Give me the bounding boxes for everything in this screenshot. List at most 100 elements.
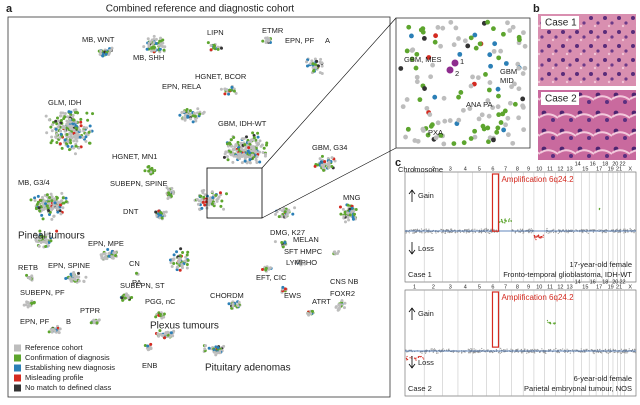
scatter-point [404, 97, 410, 102]
scatter-point [28, 277, 32, 281]
scatter-point [432, 94, 438, 100]
chromosome-label: 13 [567, 284, 573, 290]
scatter-point [172, 261, 176, 265]
scatter-point [79, 145, 83, 149]
cn-point [625, 231, 627, 234]
cn-point [449, 228, 452, 230]
scatter-point [186, 258, 190, 262]
scatter-point [316, 64, 320, 68]
scatter-point [230, 85, 234, 89]
cn-point [475, 351, 477, 353]
cn-point [479, 351, 481, 353]
scatter-point [184, 259, 188, 263]
cn-point [533, 351, 536, 353]
cn-point [451, 231, 453, 234]
scatter-point [222, 207, 226, 211]
scatter-point [65, 126, 69, 130]
scatter-point [76, 271, 80, 275]
scatter-point [281, 245, 285, 249]
cn-point [581, 231, 583, 233]
scatter-point [169, 331, 173, 335]
cn-point [410, 349, 412, 351]
cn-point [558, 231, 561, 233]
cn-point [553, 348, 555, 351]
scatter-point [458, 90, 464, 95]
scatter-point [495, 86, 501, 92]
panel-letter: a [6, 3, 13, 15]
cn-point [472, 232, 474, 234]
cn-point [511, 352, 513, 354]
cluster-label: Pituitary adenomas [205, 363, 291, 374]
scatter-point [456, 94, 461, 100]
scatter-point [188, 109, 192, 113]
scatter-point [256, 135, 260, 139]
cn-point [618, 351, 620, 353]
cn-point [480, 232, 483, 234]
gain-label: Gain [418, 191, 434, 200]
scatter-point [71, 113, 75, 117]
cn-point [537, 235, 539, 237]
scatter-point [486, 113, 492, 119]
cn-point [560, 349, 562, 351]
cn-point [566, 348, 568, 350]
cn-point [558, 351, 560, 354]
scatter-point [58, 142, 62, 146]
scatter-point [473, 45, 479, 51]
legend-label: Establishing new diagnosis [25, 363, 115, 372]
cn-point [506, 348, 508, 350]
scatter-point [496, 93, 501, 99]
scatter-point [404, 48, 410, 54]
scatter-point [225, 155, 229, 159]
scatter-point [107, 254, 111, 258]
cn-point [514, 351, 516, 353]
scatter-point [234, 154, 238, 158]
scatter-point [172, 329, 176, 333]
cn-point [531, 348, 533, 351]
scatter-point [44, 233, 48, 237]
cn-point [583, 229, 585, 231]
cluster-label: EPN, MPE [88, 239, 124, 248]
cn-point [489, 351, 491, 353]
cn-point [619, 229, 622, 231]
cn-point [580, 348, 582, 350]
scatter-point [28, 303, 32, 307]
scatter-point [61, 206, 65, 210]
scatter-point [210, 202, 214, 206]
inset-label: GBM, MES [404, 55, 442, 64]
scatter-point [34, 207, 38, 211]
scatter-point [341, 207, 345, 211]
scatter-point [164, 331, 168, 335]
cn-point [522, 229, 524, 231]
scatter-point [56, 116, 60, 120]
cn-point [493, 228, 495, 231]
scatter-point [451, 141, 457, 147]
scatter-point [417, 97, 423, 103]
cn-point [572, 231, 575, 234]
cn-point [519, 231, 521, 233]
scatter-point [522, 43, 528, 49]
chromosome-label: 17 [596, 284, 602, 290]
scatter-point [498, 120, 504, 125]
cn-point [535, 236, 537, 238]
scatter-point [247, 146, 251, 150]
scatter-point [159, 36, 163, 40]
chromosome-label: 10 [536, 284, 542, 290]
scatter-point [76, 136, 80, 140]
scatter-point [249, 140, 253, 144]
cn-point [541, 235, 543, 238]
scatter-point [334, 305, 338, 309]
scatter-point [483, 72, 488, 77]
scatter-point [457, 51, 463, 57]
scatter-point [327, 166, 331, 170]
legend-label: No match to defined class [25, 383, 112, 392]
scatter-point [242, 148, 246, 152]
chromosome-label: 3 [449, 284, 452, 290]
scatter-point [44, 114, 48, 118]
scatter-point [45, 131, 49, 135]
cn-point [609, 351, 611, 353]
cn-point [523, 232, 525, 234]
cn-point [553, 323, 555, 325]
cn-point [437, 352, 439, 354]
scatter-point [495, 104, 501, 110]
cn-point [542, 236, 544, 238]
